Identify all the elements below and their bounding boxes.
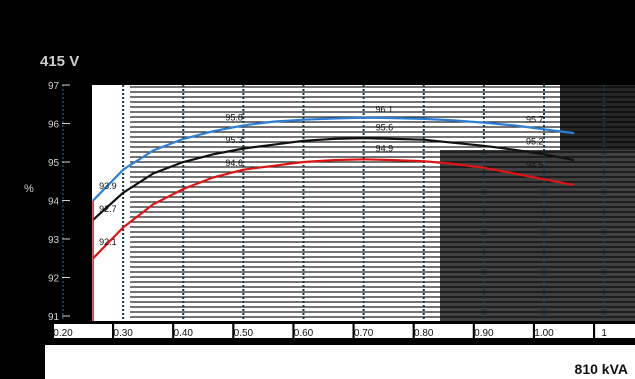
x-tick-bg	[234, 324, 293, 338]
data-label: 95.3	[225, 135, 243, 145]
x-tick-label: 0.20	[53, 328, 73, 339]
data-label: 96.1	[376, 105, 394, 115]
series-line-blue	[92, 116, 575, 202]
data-label: 92.7	[99, 204, 117, 214]
x-tick-label: 0.30	[113, 328, 133, 339]
footer-band	[45, 345, 635, 379]
x-tick-bg	[174, 324, 233, 338]
footer-label: 810 kVA	[575, 361, 628, 377]
x-tick-bg	[114, 324, 173, 338]
x-tick-bg	[54, 324, 112, 338]
left-dark-strip	[62, 85, 92, 321]
y-ticks: 97 96 95 94 93 92 91	[48, 81, 70, 323]
y-tick-label: 96	[48, 120, 60, 131]
x-tick-bg	[535, 324, 593, 338]
top-right-dark-block	[560, 85, 635, 150]
y-tick-label: 97	[48, 81, 60, 92]
series-line-red	[92, 158, 575, 260]
data-label: 95.8	[225, 112, 243, 122]
x-tick-bg	[294, 324, 353, 338]
x-tick-label: 0.40	[174, 328, 194, 339]
x-tick-label: 0.80	[414, 328, 434, 339]
data-label: 95.6	[376, 122, 394, 132]
data-label: 92.1	[99, 237, 117, 247]
data-label: 95.2	[526, 137, 544, 147]
y-tick-label: 91	[48, 312, 60, 323]
x-tick-label: 1.00	[534, 328, 554, 339]
y-tick-label: 95	[48, 158, 60, 169]
series-line-black	[92, 136, 575, 221]
x-tick-label: 0.60	[294, 328, 314, 339]
x-tick-bg	[354, 324, 413, 338]
series-lines	[92, 116, 575, 260]
grid-lines	[62, 85, 606, 321]
y-tick-label: 92	[48, 274, 60, 285]
x-tick-label: 0.90	[474, 328, 494, 339]
x-tick-bg	[595, 324, 635, 338]
x-tick-label: 0.70	[354, 328, 374, 339]
x-tick-label: 1	[601, 328, 607, 339]
y-tick-label: 94	[48, 197, 60, 208]
data-label: 95.7	[526, 115, 544, 125]
data-label: 94.6	[225, 158, 243, 168]
x-tick-bg	[474, 324, 533, 338]
x-tick-bg	[414, 324, 473, 338]
y-tick-label: 93	[48, 235, 60, 246]
data-labels: 93.9 92.7 92.1 95.8 95.3 94.6 96.1 95.6 94.9 95.7…	[99, 105, 543, 247]
data-label: 94.9	[376, 144, 394, 154]
data-label: 94.5	[526, 160, 544, 170]
y-axis-label: %	[24, 183, 34, 195]
x-ticks: 0.20 0.30 0.40 0.50 0.60 0.70 0.80 0.90 1.00 1	[53, 324, 635, 339]
chart-title: 415 V	[40, 53, 79, 70]
data-label: 93.9	[99, 181, 117, 191]
right-dark-block	[440, 150, 635, 321]
x-tick-label: 0.50	[234, 328, 254, 339]
